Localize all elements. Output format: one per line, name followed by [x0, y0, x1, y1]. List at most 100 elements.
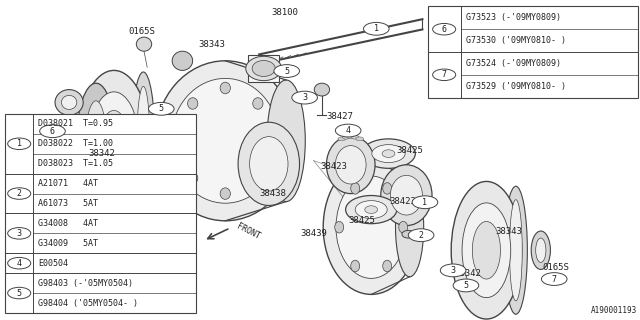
Circle shape: [8, 138, 31, 149]
Ellipse shape: [396, 178, 424, 277]
Ellipse shape: [365, 206, 378, 213]
Circle shape: [8, 228, 31, 239]
Circle shape: [8, 188, 31, 199]
Ellipse shape: [86, 101, 106, 178]
Ellipse shape: [342, 135, 350, 139]
Text: 6: 6: [50, 127, 55, 136]
Circle shape: [433, 69, 456, 81]
Circle shape: [40, 125, 65, 138]
Text: D038022  T=1.00: D038022 T=1.00: [38, 139, 113, 148]
Ellipse shape: [314, 83, 330, 96]
Circle shape: [408, 229, 434, 242]
Text: A21071   4AT: A21071 4AT: [38, 179, 98, 188]
Ellipse shape: [451, 181, 522, 319]
Bar: [248, 55, 279, 82]
Ellipse shape: [132, 72, 155, 206]
Text: G73530 ('09MY0810- ): G73530 ('09MY0810- ): [466, 36, 566, 45]
Circle shape: [412, 196, 438, 209]
Ellipse shape: [382, 150, 395, 157]
Bar: [5, 114, 196, 313]
Text: 1: 1: [374, 24, 379, 33]
Ellipse shape: [390, 175, 422, 215]
Ellipse shape: [509, 200, 522, 301]
Ellipse shape: [188, 172, 198, 184]
Text: A190001193: A190001193: [591, 306, 637, 315]
Text: 38342: 38342: [88, 149, 115, 158]
Ellipse shape: [253, 172, 263, 184]
Text: G98403 (-'05MY0504): G98403 (-'05MY0504): [38, 279, 132, 288]
Ellipse shape: [90, 92, 138, 187]
Circle shape: [292, 91, 317, 104]
Circle shape: [148, 102, 174, 115]
Text: 38438: 38438: [259, 189, 286, 198]
Text: 2: 2: [17, 189, 22, 198]
Ellipse shape: [383, 183, 392, 194]
Ellipse shape: [351, 183, 360, 194]
Ellipse shape: [250, 137, 288, 191]
Ellipse shape: [252, 60, 275, 76]
Ellipse shape: [79, 70, 149, 208]
Text: 5: 5: [284, 67, 289, 76]
Text: G34009   5AT: G34009 5AT: [38, 239, 98, 248]
Text: 4: 4: [17, 259, 22, 268]
Circle shape: [433, 23, 456, 35]
Text: G73523 (-'09MY0809): G73523 (-'09MY0809): [466, 13, 561, 22]
Ellipse shape: [335, 146, 366, 184]
Ellipse shape: [347, 135, 355, 139]
Text: 38342: 38342: [454, 269, 481, 278]
Ellipse shape: [266, 135, 276, 147]
Text: 38439: 38439: [301, 229, 328, 238]
Text: 0165S: 0165S: [543, 263, 570, 272]
Ellipse shape: [61, 95, 77, 109]
Text: G73524 (-'09MY0809): G73524 (-'09MY0809): [466, 59, 561, 68]
Ellipse shape: [536, 238, 546, 262]
Ellipse shape: [326, 136, 375, 194]
Text: 7: 7: [442, 70, 447, 79]
Circle shape: [440, 264, 466, 277]
Text: 38343: 38343: [495, 228, 522, 236]
Text: 38427: 38427: [326, 112, 353, 121]
Ellipse shape: [338, 137, 346, 141]
Ellipse shape: [220, 82, 230, 94]
Circle shape: [274, 65, 300, 77]
Text: 38425: 38425: [349, 216, 376, 225]
Text: 1: 1: [17, 139, 22, 148]
Ellipse shape: [267, 80, 305, 202]
Ellipse shape: [253, 98, 263, 109]
Text: FRONT: FRONT: [236, 221, 262, 241]
Ellipse shape: [323, 160, 419, 294]
Ellipse shape: [346, 196, 397, 224]
Text: 4: 4: [346, 126, 351, 135]
Ellipse shape: [399, 221, 408, 233]
Text: 38425: 38425: [397, 146, 424, 155]
Bar: [428, 6, 638, 98]
Circle shape: [453, 279, 479, 292]
Ellipse shape: [462, 203, 511, 298]
Text: 5: 5: [17, 289, 22, 298]
Text: 5: 5: [159, 104, 164, 113]
Circle shape: [8, 257, 31, 269]
Text: 3: 3: [17, 229, 22, 238]
Text: G98404 ('05MY0504- ): G98404 ('05MY0504- ): [38, 299, 138, 308]
Text: 1: 1: [422, 198, 428, 207]
Text: 2: 2: [419, 231, 424, 240]
Ellipse shape: [402, 230, 415, 238]
Ellipse shape: [356, 137, 364, 141]
Text: 38343: 38343: [198, 40, 225, 49]
Ellipse shape: [174, 135, 184, 147]
Ellipse shape: [171, 78, 280, 203]
Ellipse shape: [55, 90, 83, 115]
Ellipse shape: [136, 37, 152, 51]
Circle shape: [364, 22, 389, 35]
Text: 38423: 38423: [320, 162, 347, 171]
Circle shape: [335, 124, 361, 137]
Text: 38423: 38423: [389, 197, 416, 206]
Ellipse shape: [246, 56, 282, 81]
Text: D038023  T=1.05: D038023 T=1.05: [38, 159, 113, 168]
Text: 7: 7: [552, 275, 557, 284]
Ellipse shape: [362, 139, 415, 168]
Ellipse shape: [504, 186, 527, 314]
Ellipse shape: [172, 51, 193, 70]
Text: A61073   5AT: A61073 5AT: [38, 199, 98, 208]
Text: 38100: 38100: [271, 8, 298, 17]
